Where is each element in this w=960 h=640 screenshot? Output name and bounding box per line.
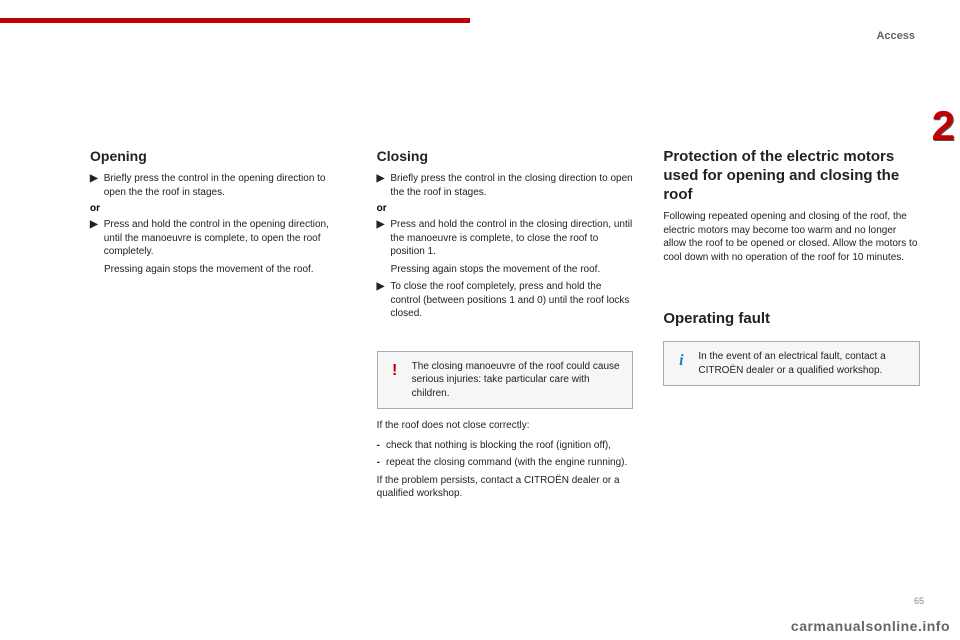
spacer: [377, 325, 634, 339]
info-callout: i In the event of an electrical fault, c…: [663, 341, 920, 386]
arrow-icon: ▶: [90, 172, 98, 186]
section-label: Access: [876, 30, 915, 42]
warning-text: The closing manoeuvre of the roof could …: [412, 360, 623, 401]
opening-title: Opening: [90, 148, 347, 164]
opening-bullet-2-text: Press and hold the control in the openin…: [104, 218, 347, 259]
closing-bullet-3-text: To close the roof completely, press and …: [390, 280, 633, 321]
info-icon: i: [674, 350, 688, 372]
closing-after-bullet-1-text: check that nothing is blocking the roof …: [386, 439, 633, 453]
arrow-icon: ▶: [377, 218, 385, 232]
opening-bullet-2-cont: Pressing again stops the movement of the…: [104, 263, 347, 277]
protection-body: Following repeated opening and closing o…: [663, 210, 920, 264]
closing-after-bullet-2: - repeat the closing command (with the e…: [377, 456, 634, 470]
col-opening: Opening ▶ Briefly press the control in t…: [90, 148, 347, 507]
closing-bullet-3: ▶ To close the roof completely, press an…: [377, 280, 634, 321]
warning-callout: ! The closing manoeuvre of the roof coul…: [377, 351, 634, 410]
protection-title: Protection of the electric motors used f…: [663, 148, 920, 204]
col-right: Protection of the electric motors used f…: [663, 148, 920, 507]
closing-after-intro: If the roof does not close correctly:: [377, 419, 634, 433]
accent-bar: [0, 18, 470, 23]
closing-bullet-2-text: Press and hold the control in the closin…: [390, 218, 633, 259]
opening-bullet-2: ▶ Press and hold the control in the open…: [90, 218, 347, 259]
arrow-icon: ▶: [377, 280, 385, 294]
closing-after-bullet-2-text: repeat the closing command (with the eng…: [386, 456, 633, 470]
opening-or: or: [90, 203, 347, 214]
content-columns: Opening ▶ Briefly press the control in t…: [90, 148, 920, 507]
arrow-icon: ▶: [90, 218, 98, 232]
closing-or: or: [377, 203, 634, 214]
page-number: 65: [914, 596, 924, 606]
info-text: In the event of an electrical fault, con…: [698, 350, 909, 377]
spacer: [663, 270, 920, 310]
closing-bullet-2: ▶ Press and hold the control in the clos…: [377, 218, 634, 259]
manual-page: Access 2 Opening ▶ Briefly press the con…: [0, 0, 960, 640]
dash-icon: -: [377, 456, 380, 470]
opening-bullet-1: ▶ Briefly press the control in the openi…: [90, 172, 347, 199]
warning-icon: !: [388, 360, 402, 382]
closing-after-outro: If the problem persists, contact a CITRO…: [377, 474, 634, 501]
opening-bullet-1-text: Briefly press the control in the opening…: [104, 172, 347, 199]
arrow-icon: ▶: [377, 172, 385, 186]
chapter-number: 2: [932, 105, 955, 147]
fault-title: Operating fault: [663, 310, 920, 329]
dash-icon: -: [377, 439, 380, 453]
closing-bullet-2-cont: Pressing again stops the movement of the…: [391, 263, 634, 277]
closing-bullet-1-text: Briefly press the control in the closing…: [390, 172, 633, 199]
closing-after-bullet-1: - check that nothing is blocking the roo…: [377, 439, 634, 453]
closing-bullet-1: ▶ Briefly press the control in the closi…: [377, 172, 634, 199]
closing-title: Closing: [377, 148, 634, 164]
col-closing: Closing ▶ Briefly press the control in t…: [377, 148, 634, 507]
footer-url: carmanualsonline.info: [791, 618, 950, 634]
